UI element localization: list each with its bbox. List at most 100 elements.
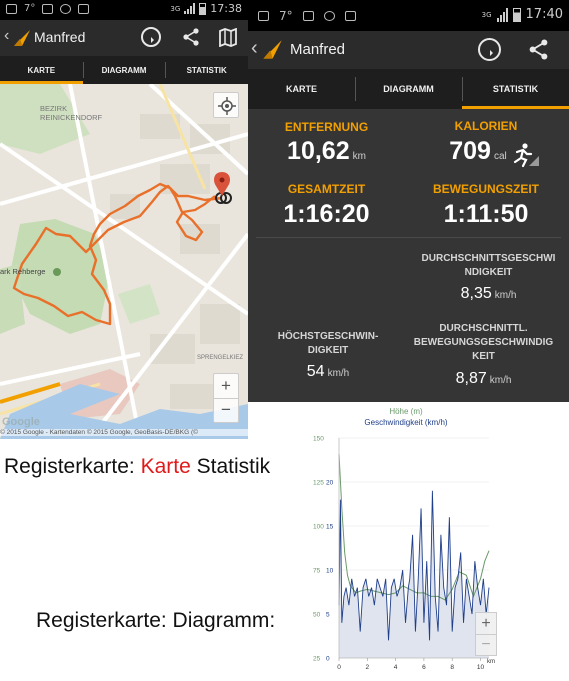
avg-moving-label-line1: DURCHSCHNITTL. [439,323,528,334]
tab-diagramm[interactable]: DIAGRAMM [355,69,462,109]
max-speed-unit: km/h [327,368,350,379]
caption1-prefix: Registerkarte: [4,455,141,478]
avg-moving-label-line3: KEIT [472,351,495,362]
total-time-label: GESAMTZEIT [287,182,366,196]
chart-zoom-in-button[interactable]: + [476,613,496,635]
legend-speed: Geschwindigkeit (km/h) [364,418,447,427]
max-speed-label-line1: HÖCHSTGESCHWIN- [277,331,379,342]
signal-icon [496,7,508,22]
sync-icon [60,3,72,14]
tab-bar: KARTE DIAGRAMM STATISTIK [0,56,248,84]
weather-text: 7° [24,3,36,14]
max-speed-value: 54 km/h [248,363,408,381]
max-speed-label-line2: DIGKEIT [307,345,349,356]
play-button[interactable] [478,38,501,61]
district-label: BEZIRK REINICKENDORF [40,104,103,122]
tab-karte[interactable]: KARTE [0,56,83,84]
avg-speed-label-line2: NDIGKEIT [464,267,513,278]
speed-line [338,490,490,641]
avg-moving-unit: km/h [489,375,512,386]
y-left-tick-label: 25 [313,656,321,663]
moving-time-value: 1:11:50 [443,200,529,228]
play-store-icon [302,11,314,21]
app-bar: ‹ Manfred [0,20,248,56]
play-store-icon [42,3,54,14]
clock: 17:40 [525,7,563,22]
weather-text: 7° [279,9,293,23]
sync-icon [323,11,335,21]
signal-icon [184,3,196,14]
back-chevron-icon[interactable]: ‹ [4,27,10,44]
app-logo-icon[interactable] [12,28,32,48]
avg-moving-speed-label: DURCHSCHNITTL. BEWEGUNGSGESCHWINDIG KEIT [398,322,569,364]
y-right-tick-label: 15 [326,524,334,531]
avg-speed-label-line1: DURCHSCHNITTSGESCHWI [421,253,556,264]
y-left-tick-label: 100 [313,524,324,531]
x-tick-label: 6 [422,664,426,671]
map-canvas[interactable] [0,84,248,439]
my-location-button[interactable] [213,92,239,118]
calories-label: KALORIEN [454,119,518,133]
battery-icon [199,2,207,15]
x-unit-label: km [487,659,495,665]
y-left-tick-label: 150 [313,436,324,443]
x-tick-label: 0 [337,664,341,671]
map-icon[interactable] [219,28,237,47]
x-tick-label: 2 [365,664,369,671]
divider [256,237,561,238]
app-logo-icon[interactable] [261,38,284,61]
activity-running-icon[interactable] [509,142,539,168]
avg-speed-label: DURCHSCHNITTSGESCHWI NDIGKEIT [408,252,569,280]
app-bar: ‹ Manfred [248,31,569,69]
tab-diagramm[interactable]: DIAGRAMM [82,56,166,84]
tab-bar: KARTE DIAGRAMM STATISTIK [248,69,569,109]
tab-karte[interactable]: KARTE [286,84,317,94]
avg-moving-speed-value: 8,87 km/h [398,370,569,388]
chart-zoom-control: + − [475,612,497,656]
notification-icon [6,3,17,14]
avg-moving-number: 8,87 [455,370,487,387]
tab-statistik[interactable]: STATISTIK [165,56,248,84]
total-time-value: 1:16:20 [283,200,370,228]
max-speed-number: 54 [306,363,325,380]
status-bar: 7° 3G 17:40 [248,0,569,31]
max-speed-label: HÖCHSTGESCHWIN- DIGKEIT [248,330,408,358]
back-chevron-icon[interactable]: ‹ [251,37,258,59]
play-button[interactable] [141,27,161,47]
distance-number: 10,62 [287,137,350,165]
share-icon[interactable] [182,28,200,46]
tab-statistik[interactable]: STATISTIK [462,69,569,109]
network-type: 3G [481,10,492,19]
y-left-tick-label: 50 [313,612,321,619]
clock: 17:38 [210,2,242,15]
x-tick-label: 10 [477,664,485,671]
route-title: Manfred [34,29,86,45]
chart-zoom-out-button[interactable]: − [481,636,491,653]
map-view[interactable]: BEZIRK REINICKENDORF ark Rehberge SPRENG… [0,84,248,439]
elevation-speed-chart: Höhe (m)Geschwindigkeit (km/h)1501251007… [313,407,495,671]
park-label: ark Rehberge [0,267,46,276]
map-phone-screen: 7° 3G 17:38 ‹ Manfred [0,0,248,439]
clipboard-icon [344,11,356,21]
distance-label: ENTFERNUNG [284,120,369,134]
y-right-tick-label: 0 [326,656,330,663]
network-type: 3G [170,4,181,13]
y-left-tick-label: 125 [313,480,324,487]
share-icon[interactable] [528,39,549,60]
zoom-control: + − [213,373,239,423]
zoom-in-button[interactable]: + [214,374,238,399]
avg-moving-label-line2: BEWEGUNGSGESCHWINDIG [413,337,554,348]
distance-value: 10,62 km [248,137,405,166]
y-right-tick-label: 5 [326,612,330,619]
calories-unit: cal [493,151,507,162]
avg-speed-value: 8,35 km/h [408,285,569,303]
stats-phone-screen: 7° 3G 17:40 ‹ Manfred [248,0,569,402]
battery-icon [512,7,521,22]
zoom-out-button[interactable]: − [221,400,231,419]
distance-unit: km [352,151,366,162]
y-right-tick-label: 20 [326,480,334,487]
notification-icon [258,11,269,21]
caption-diagramm: Registerkarte: Diagramm: [36,609,276,632]
calories-value: 709 cal [413,137,543,166]
